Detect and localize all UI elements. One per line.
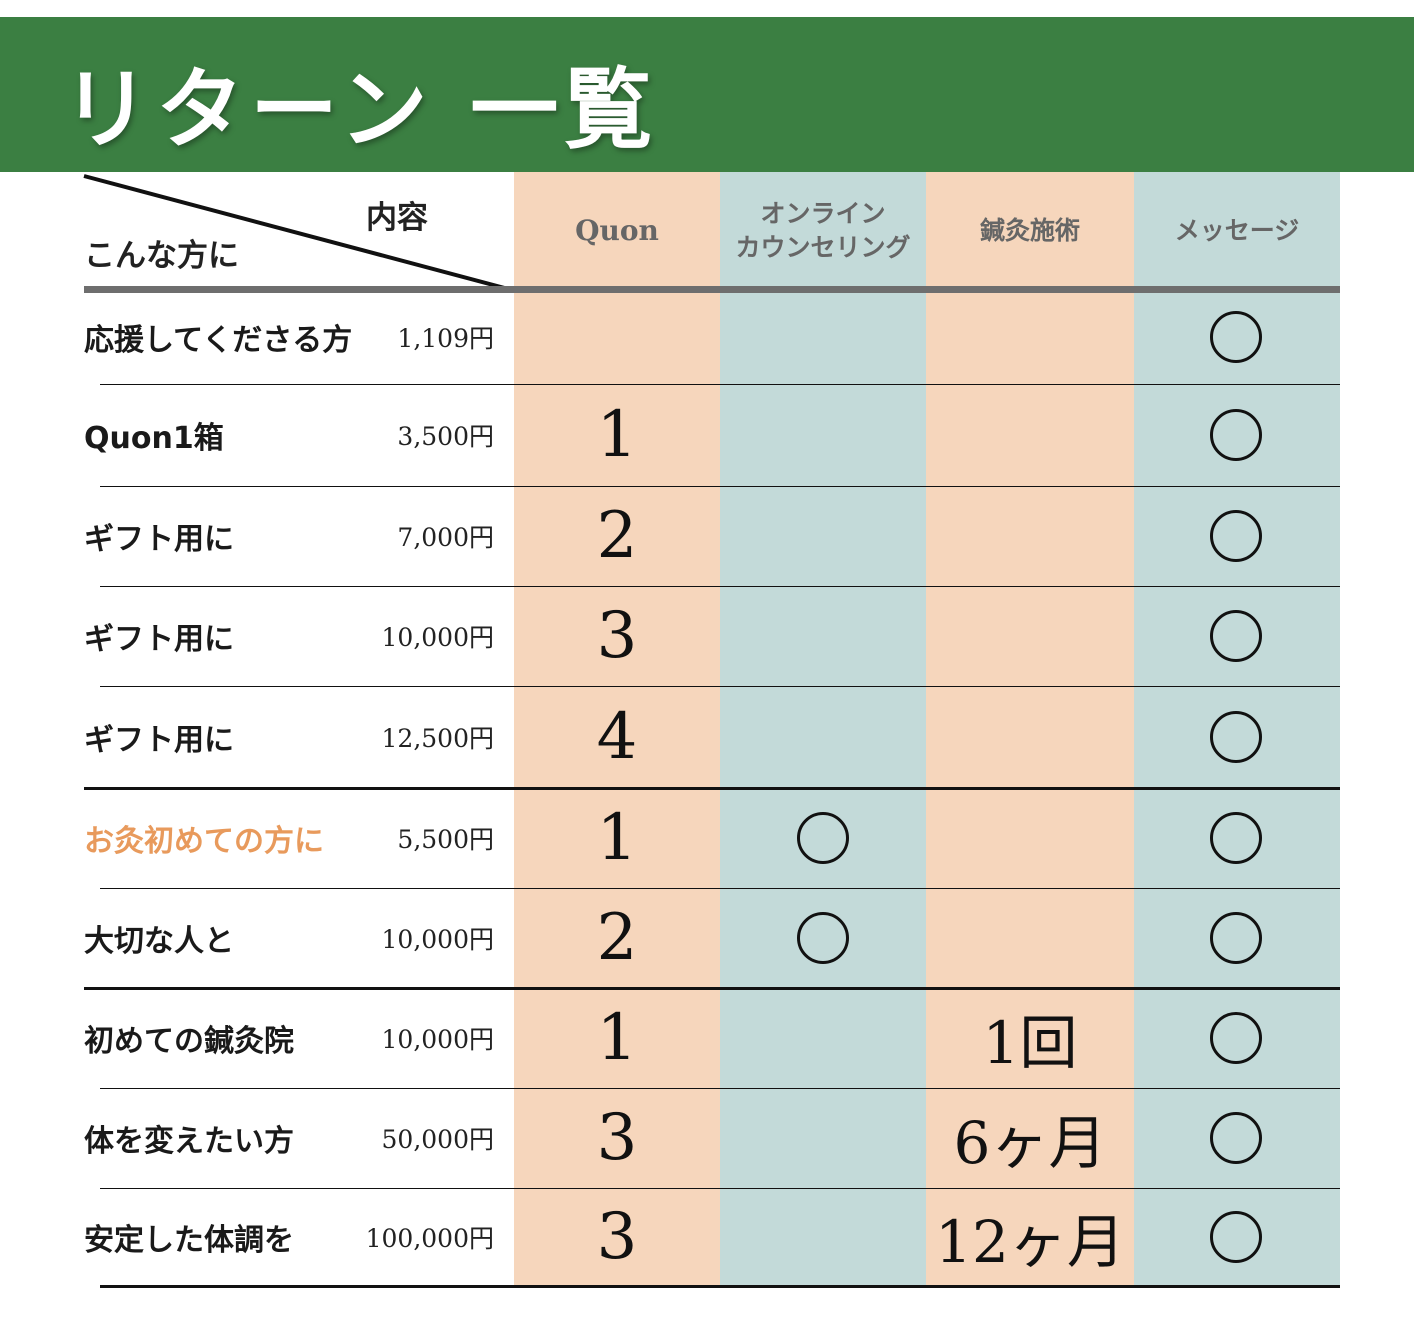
row-divider (100, 486, 1340, 487)
message-included-circle-icon (1210, 610, 1262, 662)
quon-count: 1 (596, 398, 638, 472)
row-price: 12,500円 (381, 724, 494, 753)
message-included-circle-icon (1210, 812, 1262, 864)
table-row: 体を変えたい方 50,000円 3 6ヶ月 (0, 1088, 1414, 1188)
row-label: 初めての鍼灸院 (84, 1024, 294, 1059)
column-online-bg (720, 172, 926, 1286)
acupuncture-duration: 12ヶ月 (935, 1208, 1125, 1276)
table-row: 初めての鍼灸院 10,000円 1 1回 (0, 988, 1414, 1088)
corner-target-label: こんな方に (84, 238, 239, 274)
table-row: 大切な人と 10,000円 2 (0, 888, 1414, 988)
table-row: お灸初めての方に 5,500円 1 (0, 788, 1414, 888)
column-header-message: メッセージ (1174, 216, 1300, 246)
row-price: 50,000円 (381, 1125, 494, 1154)
row-price: 10,000円 (381, 623, 494, 652)
quon-count: 3 (596, 599, 638, 673)
row-label: お灸初めての方に (84, 824, 324, 859)
table-row: ギフト用に 12,500円 4 (0, 686, 1414, 788)
message-included-circle-icon (1210, 311, 1262, 363)
row-divider (84, 987, 1340, 990)
table-row: ギフト用に 10,000円 3 (0, 586, 1414, 686)
table-row: 安定した体調を 100,000円 3 12ヶ月 (0, 1188, 1414, 1286)
row-label: 体を変えたい方 (84, 1124, 294, 1159)
row-divider (100, 1285, 1340, 1288)
online-included-circle-icon (797, 912, 849, 964)
acupuncture-duration: 6ヶ月 (953, 1109, 1107, 1177)
quon-count: 1 (596, 1001, 638, 1075)
column-header-online-counseling: オンライン カウンセリング (735, 199, 911, 262)
message-included-circle-icon (1210, 711, 1262, 763)
row-divider (84, 787, 1340, 790)
page-title: リターン 一覧 (62, 57, 659, 161)
row-divider (100, 686, 1340, 687)
online-included-circle-icon (797, 812, 849, 864)
column-header-acupuncture: 鍼灸施術 (979, 216, 1080, 246)
message-included-circle-icon (1210, 912, 1262, 964)
row-divider (100, 586, 1340, 587)
quon-count: 2 (596, 499, 638, 573)
row-divider (100, 384, 1340, 385)
message-included-circle-icon (1210, 1112, 1262, 1164)
table-row: ギフト用に 7,000円 2 (0, 486, 1414, 586)
title-banner: リターン 一覧 (0, 17, 1414, 172)
row-label: ギフト用に (84, 522, 234, 557)
row-label: 応援してくださる方 (84, 323, 353, 358)
message-included-circle-icon (1210, 510, 1262, 562)
row-price: 1,109円 (397, 324, 494, 353)
quon-count: 3 (596, 1101, 638, 1175)
column-quon-bg (514, 172, 720, 1286)
quon-count: 1 (596, 801, 638, 875)
row-divider (100, 1088, 1340, 1089)
row-divider (100, 1188, 1340, 1189)
row-label: ギフト用に (84, 723, 234, 758)
column-header-quon: Quon (575, 214, 659, 248)
row-divider (100, 888, 1340, 889)
message-included-circle-icon (1210, 409, 1262, 461)
row-price: 5,500円 (397, 825, 494, 854)
column-acupuncture-bg (926, 172, 1134, 1286)
header-divider (84, 286, 1340, 293)
row-label: ギフト用に (84, 622, 234, 657)
message-included-circle-icon (1210, 1211, 1262, 1263)
message-included-circle-icon (1210, 1012, 1262, 1064)
quon-count: 2 (596, 901, 638, 975)
row-label: 安定した体調を (84, 1223, 294, 1258)
row-price: 10,000円 (381, 925, 494, 954)
table-row: Quon1箱 3,500円 1 (0, 384, 1414, 486)
quon-count: 3 (596, 1200, 638, 1274)
corner-diagonal-line (83, 174, 513, 292)
row-price: 3,500円 (397, 422, 494, 451)
quon-count: 4 (596, 700, 638, 774)
row-label: 大切な人と (84, 924, 234, 959)
row-price: 100,000円 (365, 1224, 494, 1253)
acupuncture-duration: 1回 (982, 1009, 1078, 1077)
row-price: 7,000円 (397, 523, 494, 552)
row-label: Quon1箱 (84, 421, 224, 456)
table-row: 応援してくださる方 1,109円 (0, 290, 1414, 384)
row-price: 10,000円 (381, 1025, 494, 1054)
corner-content-label: 内容 (366, 200, 428, 236)
